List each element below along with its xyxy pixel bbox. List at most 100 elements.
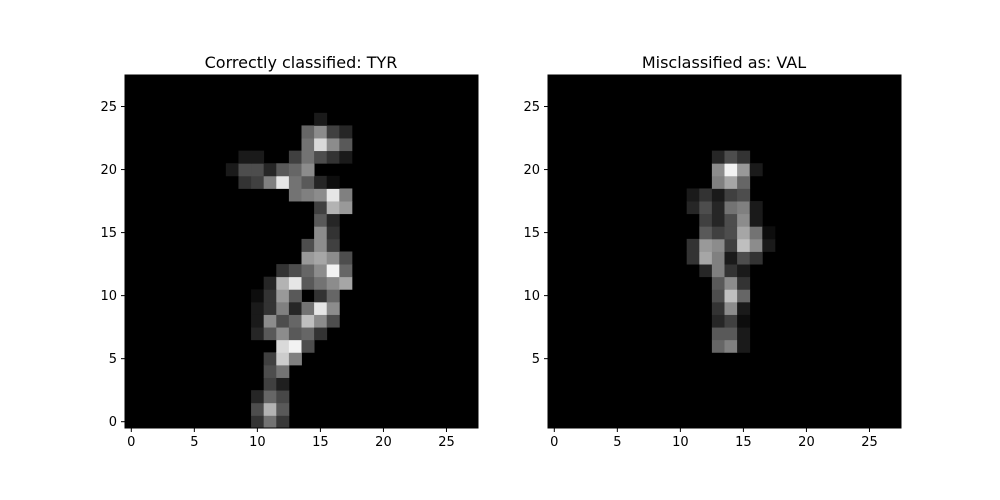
heatmap-cell <box>263 327 277 341</box>
heatmap-cell <box>339 251 353 265</box>
heatmap-cell <box>737 276 751 290</box>
heatmap-cell <box>699 201 713 215</box>
heatmap-cell <box>326 251 340 265</box>
heatmap-cell <box>263 163 277 177</box>
heatmap-cell <box>314 112 328 126</box>
heatmap-cell <box>737 226 751 240</box>
heatmap-cell <box>314 226 328 240</box>
heatmap-panel-right: Misclassified as: VAL 0 5 10 15 20 25 5 10 15 20 2… <box>523 53 902 450</box>
heatmap-cell <box>724 301 738 315</box>
heatmap-cell <box>301 327 315 341</box>
heatmap-cell <box>314 201 328 215</box>
axes-right: 0 5 10 15 20 25 5 10 15 20 25 <box>523 74 902 450</box>
heatmap-cell <box>301 150 315 164</box>
y-tick-label: 5 <box>109 352 117 367</box>
x-tick-label: 20 <box>375 435 392 450</box>
y-tick-label: 25 <box>100 100 117 115</box>
heatmap-cell <box>326 125 340 139</box>
heatmap-cell <box>314 301 328 315</box>
heatmap-cell <box>314 138 328 152</box>
heatmap-cell <box>326 264 340 278</box>
heatmap-cell <box>339 125 353 139</box>
heatmap-cell <box>724 339 738 353</box>
heatmap-cell <box>288 264 302 278</box>
axes-frame <box>547 74 902 429</box>
heatmap-cell <box>724 226 738 240</box>
heatmap-cell <box>314 289 328 303</box>
heatmap-cell <box>326 238 340 252</box>
heatmap-cell <box>724 150 738 164</box>
heatmap-cell <box>314 264 328 278</box>
heatmap-cell <box>699 251 713 265</box>
heatmap-cell <box>686 238 700 252</box>
heatmap-cell <box>686 188 700 202</box>
x-tick-label: 25 <box>861 435 878 450</box>
heatmap-cell <box>326 289 340 303</box>
heatmap-cell <box>737 201 751 215</box>
heatmap-cell <box>711 238 725 252</box>
heatmap-cell <box>737 251 751 265</box>
heatmap-cell <box>724 264 738 278</box>
heatmap-cell <box>263 175 277 189</box>
heatmap-cell <box>711 301 725 315</box>
heatmap-cell <box>724 276 738 290</box>
x-tick-label: 20 <box>798 435 815 450</box>
y-tick-label: 20 <box>523 163 540 178</box>
heatmap-cell <box>699 188 713 202</box>
x-tick-label: 15 <box>312 435 329 450</box>
heatmap-cell <box>263 289 277 303</box>
heatmap-cell <box>276 289 290 303</box>
heatmap-cell <box>737 188 751 202</box>
heatmap-cell <box>326 314 340 328</box>
heatmap-cell <box>686 201 700 215</box>
heatmap-cell <box>288 339 302 353</box>
heatmap-cell <box>737 150 751 164</box>
heatmap-cell <box>314 251 328 265</box>
heatmap-cell <box>724 314 738 328</box>
heatmap-cell <box>737 314 751 328</box>
pixel-grid-right <box>548 75 901 428</box>
heatmap-cell <box>301 314 315 328</box>
heatmap-cell <box>276 339 290 353</box>
heatmap-cell <box>288 188 302 202</box>
y-tick-label: 15 <box>523 226 540 241</box>
heatmap-cell <box>711 339 725 353</box>
y-tick-label: 5 <box>532 352 540 367</box>
heatmap-cell <box>326 175 340 189</box>
heatmap-cell <box>238 150 252 164</box>
heatmap-cell <box>301 251 315 265</box>
heatmap-cell <box>339 188 353 202</box>
heatmap-cell <box>301 163 315 177</box>
heatmap-cell <box>225 163 239 177</box>
heatmap-cell <box>288 327 302 341</box>
heatmap-cell <box>326 276 340 290</box>
heatmap-cell <box>737 327 751 341</box>
heatmap-cell <box>711 201 725 215</box>
heatmap-cell <box>251 289 265 303</box>
heatmap-cell <box>326 138 340 152</box>
heatmap-cell <box>288 352 302 366</box>
heatmap-cell <box>711 213 725 227</box>
heatmap-cell <box>749 238 763 252</box>
heatmap-cell <box>314 276 328 290</box>
heatmap-cell <box>711 276 725 290</box>
heatmap-cell <box>288 175 302 189</box>
heatmap-cell <box>301 125 315 139</box>
heatmap-cell <box>276 327 290 341</box>
heatmap-cell <box>699 238 713 252</box>
heatmap-cell <box>749 251 763 265</box>
x-tick-label: 0 <box>550 435 558 450</box>
x-tick-label: 5 <box>190 435 198 450</box>
heatmap-cell <box>301 339 315 353</box>
heatmap-cell <box>711 289 725 303</box>
y-tick-label: 25 <box>523 100 540 115</box>
heatmap-cell <box>711 264 725 278</box>
heatmap-cell <box>314 188 328 202</box>
heatmap-cell <box>314 150 328 164</box>
y-tick-label: 10 <box>523 289 540 304</box>
heatmap-cell <box>737 175 751 189</box>
heatmap-cell <box>749 213 763 227</box>
heatmap-cell <box>238 163 252 177</box>
heatmap-cell <box>339 138 353 152</box>
heatmap-cell <box>724 238 738 252</box>
